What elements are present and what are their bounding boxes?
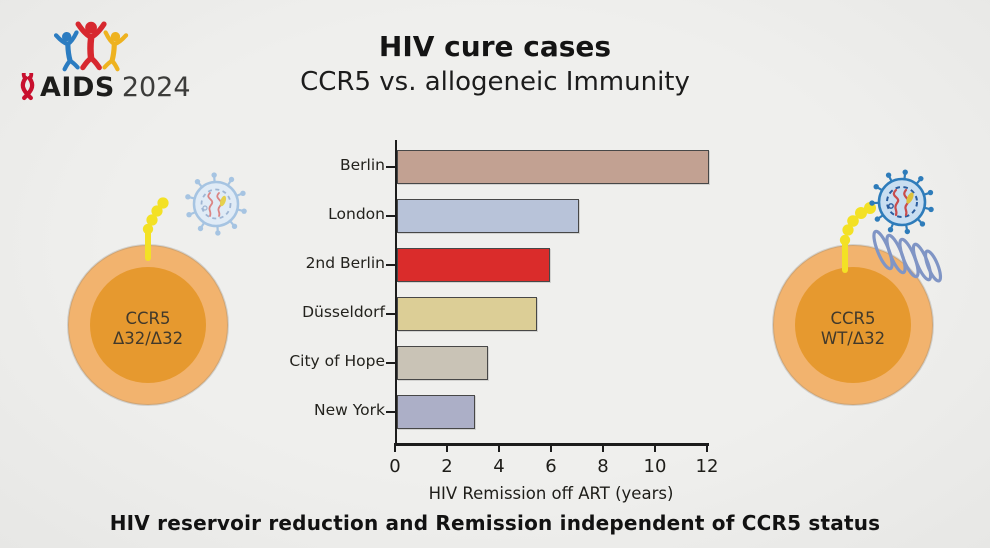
virus-spike-tip	[215, 230, 221, 236]
logo-text-aids: AIDS	[40, 72, 115, 103]
right-cell-label-line2: WT/Δ32	[821, 329, 885, 348]
x-tick	[705, 443, 709, 452]
cd4-cell-wt-delta32: CCR5 WT/Δ32	[772, 169, 943, 406]
page-title: HIV cure cases	[378, 30, 612, 63]
category-label: 2nd Berlin	[305, 254, 385, 272]
aids-2024-logo: AIDS 2024	[18, 14, 198, 103]
category-label: New York	[314, 401, 385, 419]
ccr5-wt-receptor-icon	[872, 229, 943, 283]
virus-spike-tip	[928, 206, 934, 213]
bar-city-of-hope	[397, 346, 488, 380]
ccr5-delta32-receptor-icon	[142, 197, 169, 261]
x-tick	[549, 443, 553, 452]
virus-spike-tip	[927, 189, 934, 196]
virus-spike-tip	[194, 178, 201, 185]
bar-new-york	[397, 395, 475, 429]
virus-spike-tip	[885, 172, 892, 178]
red-ribbon-icon	[20, 73, 35, 101]
x-tick-label: 12	[695, 456, 719, 477]
right-cell-label-line1: CCR5	[830, 309, 875, 328]
virus-spike-tip	[919, 221, 926, 227]
virus-spike-tip	[904, 228, 911, 235]
x-tick-label: 8	[597, 456, 609, 477]
virus-spike-tip	[241, 208, 247, 214]
virus-spike-tip	[874, 216, 881, 222]
category-label: London	[328, 205, 385, 223]
cell-nucleus	[795, 267, 911, 383]
logo-text-year: 2024	[121, 72, 191, 103]
category-label: Düsseldorf	[302, 303, 385, 321]
virus-spike-tip	[873, 183, 879, 190]
x-tick	[445, 443, 449, 452]
hiv-virion-icon-bound	[869, 169, 934, 235]
left-cell-label-line1: CCR5	[125, 309, 170, 328]
virus-spike-tip	[869, 200, 875, 206]
hiv-virion-icon-unbound	[185, 172, 247, 236]
cell-nucleus	[90, 267, 206, 383]
y-tick	[386, 263, 396, 267]
y-tick	[386, 312, 396, 316]
x-tick	[601, 443, 605, 452]
bar-d-sseldorf	[397, 297, 538, 331]
y-tick	[386, 214, 396, 218]
virus-spike-tip	[185, 194, 191, 200]
x-tick-label: 10	[643, 456, 667, 477]
virus-spike-tip	[228, 176, 235, 183]
x-tick	[393, 443, 397, 452]
x-tick-label: 6	[545, 456, 557, 477]
virus-spike-tip	[887, 227, 894, 233]
y-tick	[386, 361, 396, 365]
page-subtitle: CCR5 vs. allogeneic Immunity	[300, 66, 690, 97]
aids-figures-icon	[53, 21, 129, 72]
virus-spike-tip	[197, 225, 204, 232]
virus-spike-tip	[231, 223, 238, 230]
x-tick-label: 4	[493, 456, 505, 477]
bar-2nd-berlin	[397, 248, 551, 282]
virus-spike-tip	[902, 169, 908, 175]
virus-spike-tip	[240, 190, 246, 196]
cd4-cell-delta32: CCR5 Δ32/Δ32	[67, 172, 247, 406]
x-axis-label: HIV Remission off ART (years)	[428, 484, 674, 503]
y-tick	[386, 410, 396, 414]
virus-spike-tip	[211, 172, 217, 178]
left-cell-label-line2: Δ32/Δ32	[113, 329, 183, 348]
bottom-caption: HIV reservoir reduction and Remission in…	[109, 511, 881, 535]
category-label: City of Hope	[289, 352, 385, 370]
bar-berlin	[397, 150, 709, 184]
x-tick-label: 2	[441, 456, 453, 477]
x-tick	[497, 443, 501, 452]
virus-spike-tip	[186, 212, 192, 218]
plot-area	[395, 140, 709, 446]
virus-spike-tip	[918, 175, 924, 182]
category-label: Berlin	[340, 156, 385, 174]
y-tick	[386, 165, 396, 169]
bar-chart: HIV Remission off ART (years) Berlin Lond…	[285, 140, 755, 515]
x-tick	[653, 443, 657, 452]
bar-london	[397, 199, 579, 233]
x-tick-label: 0	[389, 456, 401, 477]
title-block: HIV cure cases CCR5 vs. allogeneic Immun…	[0, 30, 990, 98]
